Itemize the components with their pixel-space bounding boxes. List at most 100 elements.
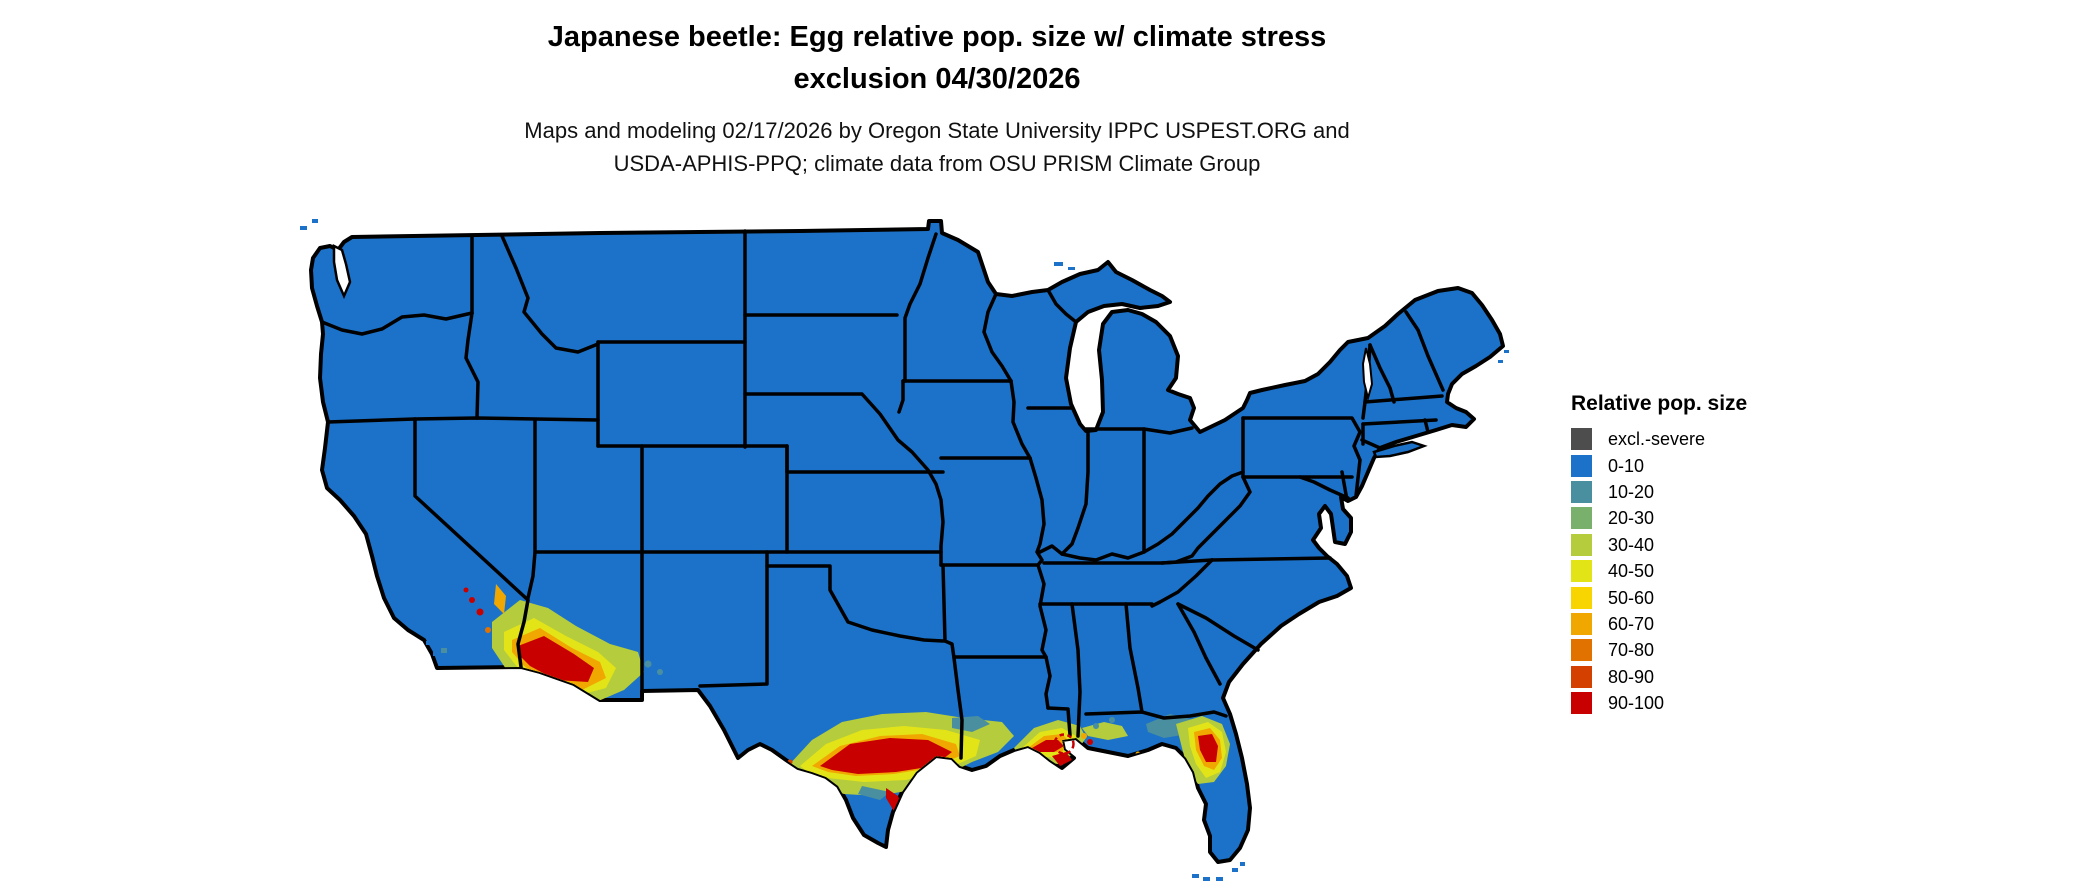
hotspot-gulf-speck <box>1109 717 1115 723</box>
florida-keys-speck <box>1240 862 1245 866</box>
hotspot-arizona-east-speck <box>657 669 663 675</box>
legend-swatch <box>1571 586 1592 609</box>
border-ms-al <box>1070 602 1082 738</box>
hotspot-gulf-speck <box>1087 739 1093 745</box>
border-ky-tn <box>1042 558 1214 565</box>
legend-label: 50-60 <box>1608 587 1655 608</box>
legend-row: 0-10 <box>1571 452 1831 478</box>
border-ca-nv <box>413 417 530 669</box>
legend-swatch <box>1571 692 1592 715</box>
border-mississippi-river <box>1009 379 1052 710</box>
legend-row: 70-80 <box>1571 637 1831 663</box>
channel-island-speck <box>433 652 439 656</box>
legend-label: 20-30 <box>1608 508 1655 529</box>
hotspot-gulf-speck <box>1093 723 1099 729</box>
border-al-ga <box>1124 602 1144 714</box>
legend-label: 40-50 <box>1608 561 1655 582</box>
border-ri <box>1423 418 1430 434</box>
florida-keys-speck <box>1203 877 1210 881</box>
border-tx-east <box>943 639 964 760</box>
border-ut-nv <box>526 418 537 600</box>
legend-row: 10-20 <box>1571 479 1831 505</box>
title-block: Japanese beetle: Egg relative pop. size … <box>0 16 1874 180</box>
hotspot-louisiana-red-delta <box>1052 752 1072 766</box>
legend-swatch <box>1571 428 1592 451</box>
maine-coast-speck <box>1498 360 1503 363</box>
isle-royale-speck <box>1068 267 1075 270</box>
lake-champlain <box>1361 347 1374 402</box>
legend-row: 40-50 <box>1571 558 1831 584</box>
border-la-ms <box>1046 706 1072 737</box>
border-va-nc <box>1210 556 1332 562</box>
hotspot-california-speck <box>476 608 484 616</box>
legend-swatch <box>1571 560 1592 583</box>
legend-swatch <box>1571 480 1592 503</box>
hotspot-panhandle-speck <box>1143 753 1149 759</box>
border-ma-north <box>1363 394 1444 404</box>
florida-keys-speck <box>1192 874 1199 878</box>
hotspot-texas-red <box>820 738 952 774</box>
long-island <box>1372 440 1428 459</box>
legend-swatch <box>1571 507 1592 530</box>
legend-row: 80-90 <box>1571 664 1831 690</box>
border-tx-nm <box>698 550 769 688</box>
legend-swatch <box>1571 665 1592 688</box>
border-fl-north <box>1084 710 1228 720</box>
border-ok-panhandle <box>765 564 945 643</box>
legend-row: 50-60 <box>1571 584 1831 610</box>
hotspot-california-speck <box>485 627 491 633</box>
border-lat42 <box>326 416 600 424</box>
legend-swatch <box>1571 533 1592 556</box>
border-wi-mi <box>1046 288 1078 324</box>
border-vt-nh <box>1368 343 1396 404</box>
border-ga-sc <box>1176 602 1222 686</box>
border-ne-north <box>743 392 945 567</box>
maine-coast-speck <box>1504 350 1509 353</box>
border-ok-ar <box>941 563 947 643</box>
figure-title: Japanese beetle: Egg relative pop. size … <box>547 21 1327 96</box>
border-or-id <box>464 311 480 420</box>
hotspot-arizona-east-speck <box>644 660 652 668</box>
border-ohio-river <box>1038 470 1245 562</box>
border-nj-ny <box>1360 438 1382 450</box>
legend-items: excl.-severe 0-10 10-20 20-30 30-40 40-50 50-6… <box>1571 426 1831 716</box>
border-me-nh <box>1404 310 1445 392</box>
hotspot-california-speck <box>469 597 475 603</box>
map-detail-layer <box>300 219 1509 881</box>
legend-label: 0-10 <box>1608 455 1645 476</box>
vancouver-speck <box>312 219 318 223</box>
hotspot-delrio-orange <box>744 760 780 792</box>
legend-swatch <box>1571 639 1592 662</box>
legend-title: Relative pop. size <box>1571 392 1748 415</box>
legend-label: 90-100 <box>1608 693 1665 714</box>
us-land-outline <box>309 219 1505 864</box>
channel-island-speck <box>426 641 432 645</box>
florida-keys-speck <box>1216 877 1223 881</box>
border-sd-ia <box>897 379 905 414</box>
border-mi-south <box>1084 426 1194 435</box>
hotspot-delrio-red <box>752 768 772 786</box>
legend-row: 30-40 <box>1571 532 1831 558</box>
border-pa-ny <box>1241 416 1362 498</box>
island-specks <box>300 219 1509 881</box>
puget-sound <box>332 243 352 300</box>
figure-subtitle: Maps and modeling 02/17/2026 by Oregon S… <box>524 118 1350 177</box>
legend-label: 10-20 <box>1608 481 1655 502</box>
hotspot-arizona-red <box>518 636 594 682</box>
legend-label: 30-40 <box>1608 534 1655 555</box>
hotspot-california-speck <box>463 587 469 593</box>
vancouver-speck <box>300 226 307 230</box>
hotspot-riogrande-speck <box>759 747 765 753</box>
border-id-mt <box>500 234 600 354</box>
border-wv-va <box>1160 475 1252 565</box>
exclusion-marker-dashed-circle <box>1053 733 1075 755</box>
border-md-va-potomac <box>1298 475 1350 500</box>
border-wa-or <box>320 311 474 336</box>
border-mn-red-river <box>903 232 938 383</box>
hotspot-texas-teal-patch <box>858 786 890 800</box>
legend-row: excl.-severe <box>1571 426 1831 452</box>
border-md-de <box>1340 470 1349 502</box>
legend-label: 60-70 <box>1608 613 1655 634</box>
